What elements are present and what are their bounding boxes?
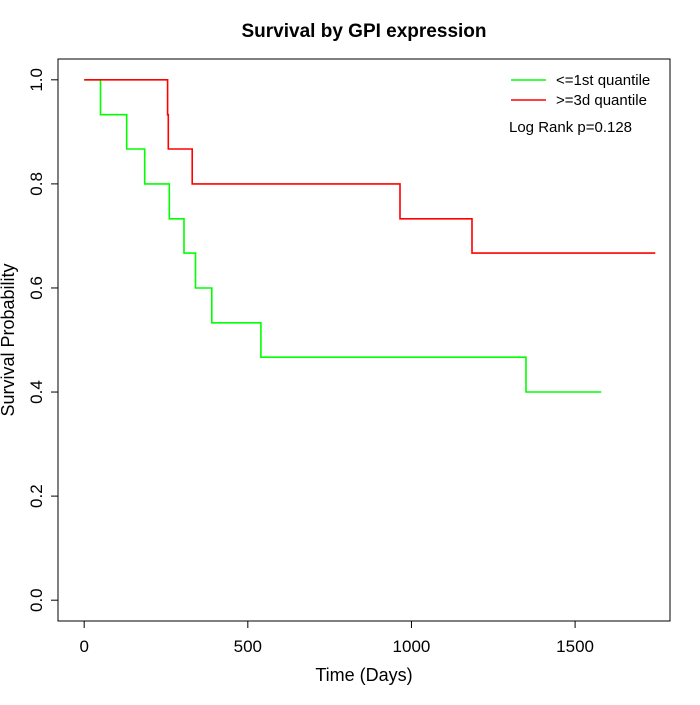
legend-label: >=3d quantile: [556, 92, 647, 109]
x-tick-label: 1500: [556, 637, 594, 656]
series-line-low-quantile: [84, 79, 602, 393]
x-tick-label: 1000: [393, 637, 431, 656]
legend: <=1st quantile >=3d quantile: [511, 72, 650, 109]
logrank-annotation: Log Rank p=0.128: [509, 119, 632, 136]
x-tick-label: 0: [79, 637, 88, 656]
y-axis: 0.0 0.2 0.4 0.6 0.8 1.0: [27, 68, 59, 612]
y-tick-label: 0.0: [27, 588, 46, 612]
x-axis: 0 500 1000 1500: [79, 620, 594, 656]
y-tick-label: 0.6: [27, 276, 46, 300]
x-tick-label: 500: [234, 637, 262, 656]
y-tick-label: 1.0: [27, 68, 46, 92]
y-axis-title: Survival Probability: [0, 263, 18, 416]
series-layer: [84, 79, 656, 393]
series-line-high-quantile: [84, 79, 656, 254]
y-tick-label: 0.8: [27, 172, 46, 196]
y-tick-label: 0.4: [27, 380, 46, 404]
legend-label: <=1st quantile: [556, 72, 650, 89]
y-tick-label: 0.2: [27, 484, 46, 508]
chart-title: Survival by GPI expression: [242, 21, 487, 42]
x-axis-title: Time (Days): [315, 665, 412, 685]
plot-frame: [57, 58, 671, 622]
